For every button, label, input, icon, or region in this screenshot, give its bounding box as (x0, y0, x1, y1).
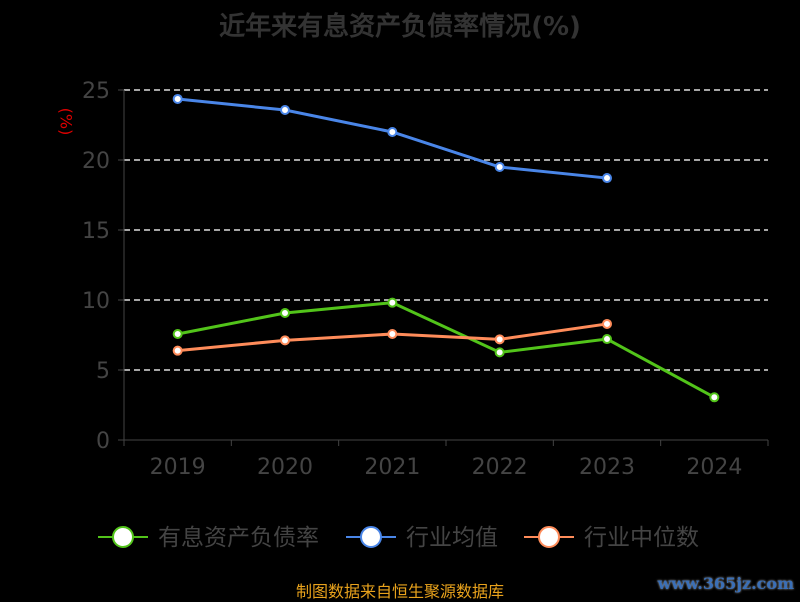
y-tick-label: 25 (82, 79, 110, 104)
watermark-logo: www.365jz.com (657, 574, 794, 593)
legend-label: 行业中位数 (584, 525, 699, 551)
x-tick-label: 2024 (686, 455, 742, 480)
data-point (280, 308, 290, 319)
data-point (387, 127, 398, 137)
y-tick-label: 0 (96, 429, 110, 454)
data-point (602, 318, 612, 329)
legend-label: 行业均值 (406, 525, 498, 551)
x-tick-label: 2020 (257, 455, 313, 480)
legend-marker (360, 526, 382, 548)
data-point (494, 162, 505, 172)
data-point (709, 392, 720, 403)
data-point (280, 105, 290, 116)
data-point (387, 297, 398, 308)
data-point (602, 173, 612, 184)
x-tick-label: 2021 (364, 455, 420, 480)
y-tick-label: 20 (82, 149, 110, 174)
y-tick-label: 10 (82, 289, 110, 314)
y-tick-label: 5 (96, 359, 110, 384)
series-line (177, 97, 608, 180)
legend-label: 有息资产负债率 (158, 525, 319, 551)
chart-title: 近年来有息资产负债率情况(%) (219, 12, 581, 42)
data-point (172, 329, 183, 340)
data-point (172, 345, 183, 356)
data-point (602, 334, 612, 345)
data-point (280, 335, 290, 346)
data-point (494, 334, 505, 345)
legend-marker (538, 526, 560, 548)
y-tick-label: 15 (82, 219, 110, 244)
legend-marker (112, 526, 134, 548)
data-point (172, 93, 183, 104)
data-source-note: 制图数据来自恒生聚源数据库 (295, 582, 504, 601)
data-point (494, 347, 505, 358)
series-line (177, 301, 716, 399)
x-tick-label: 2022 (472, 455, 528, 480)
x-tick-label: 2019 (150, 455, 206, 480)
data-point (387, 329, 398, 340)
x-tick-label: 2023 (579, 455, 635, 480)
